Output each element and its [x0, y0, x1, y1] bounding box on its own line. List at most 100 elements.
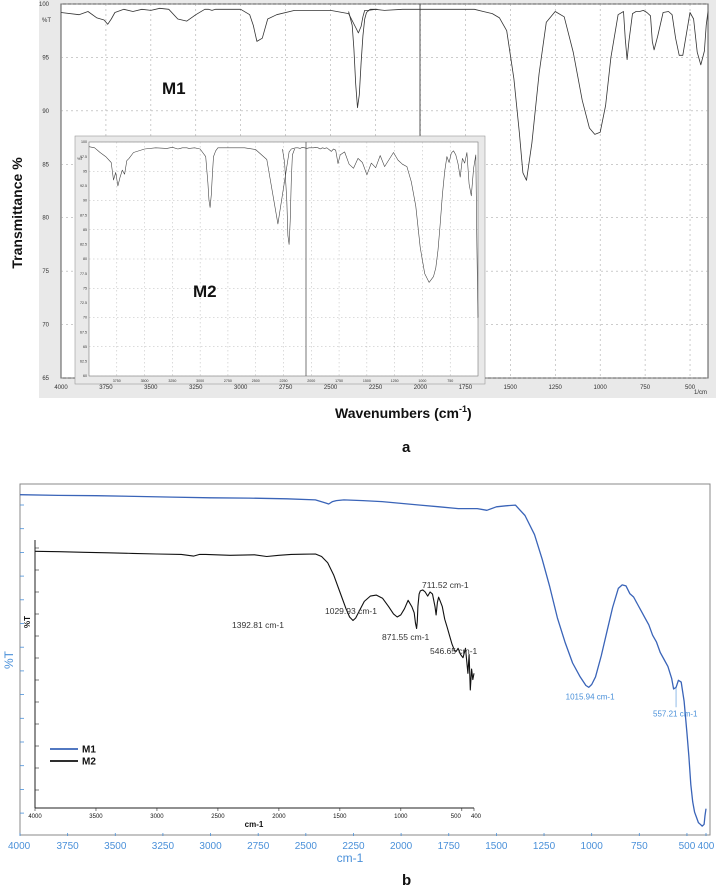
panel-a-series-0-line — [60, 7, 709, 181]
panel-b-x-tick-label: 4000 — [8, 841, 31, 852]
panel-b-peak-label: 1015.94 cm-1 — [566, 692, 615, 701]
panel-a-inset-y-tick-label: 77.5 — [80, 272, 87, 276]
panel-b-x-tick-label: 3250 — [152, 841, 175, 852]
panel-b-peak-label: 557.21 cm-1 — [653, 709, 698, 718]
panel-a-x-tick-label: 4000 — [54, 385, 68, 391]
panel-a-x-tick-label: 500 — [685, 385, 696, 391]
panel-a-inset-x-tick-label: 2500 — [252, 379, 260, 383]
panel-a-inset-y-tick-label: 82.5 — [80, 243, 87, 247]
panel-a-unit-label: %T — [42, 18, 51, 24]
panel-b-x-tick-label: 2000 — [390, 841, 413, 852]
panel-b-x-tick-label: 400 — [698, 841, 715, 852]
panel-b-inset-x-tick-label: 2000 — [272, 814, 286, 820]
panel-b-x-tick-label: 500 — [679, 841, 696, 852]
panel-a-x-tick-label: 2000 — [414, 385, 428, 391]
panel-b-inset-x-tick-label: 4000 — [28, 814, 42, 820]
panel-a-inset-y-tick-label: 70 — [83, 316, 87, 320]
panel-b-inset-x-tick-label: 500 — [451, 814, 462, 820]
panel-a-inset-x-tick-label: 3500 — [141, 379, 149, 383]
panel-b-inset-peak-label: 546.65 cm-1 — [430, 646, 478, 656]
panel-b-inset-y-axis-label: %T — [23, 616, 32, 628]
panel-b-inset-peak-label: 871.55 cm-1 — [382, 632, 430, 642]
panel-a-annotation-m1: M1 — [162, 79, 186, 98]
panel-a-y-tick-label: 90 — [42, 109, 49, 115]
panel-a-x-unit: 1/cm — [694, 390, 707, 396]
panel-b-inset-series-m2-line — [34, 550, 475, 691]
panel-b-x-tick-label: 3000 — [199, 841, 222, 852]
panel-b-inset: 4000 3500 3000 2500 2000 1500 1000 500 400 1392.… — [23, 540, 482, 829]
panel-b-x-tick-label: 750 — [631, 841, 648, 852]
panel-b-inset-series-group — [34, 550, 475, 691]
panel-a-inset-y-tick-label: 97.5 — [80, 155, 87, 159]
panel-b-x-tick-label: 1750 — [438, 841, 461, 852]
panel-a-x-axis-label-end: ) — [467, 405, 472, 421]
panel-a-y-tick-label: 75 — [42, 269, 49, 275]
panel-a-inset-y-tick-label: 62.5 — [80, 360, 87, 364]
panel-a-y-tick-label: 65 — [42, 376, 49, 382]
panel-b-inset-x-tick-label: 2500 — [211, 814, 225, 820]
panel-a-inset-grid — [89, 141, 478, 377]
panel-a-letter: a — [402, 439, 411, 456]
panel-b-inset-x-tick-label: 1500 — [333, 814, 347, 820]
panel-a-y-tick-label: 80 — [42, 216, 49, 222]
legend-label-m2: M2 — [82, 757, 96, 768]
panel-a-x-tick-label: 3750 — [99, 385, 113, 391]
panel-b-inset-x-tick-label: 3500 — [89, 814, 103, 820]
panel-b-inset-x-tick-label: 400 — [471, 814, 482, 820]
panel-b-x-tick-label: 2500 — [295, 841, 318, 852]
panel-a-inset-y-tick-label: 72.5 — [80, 301, 87, 305]
panel-a-x-tick-label: 1500 — [504, 385, 518, 391]
panel-a-inset-y-tick-label: 95 — [83, 169, 87, 173]
panel-a-x-tick-label: 2250 — [369, 385, 383, 391]
panel-a-y-tick-label: 70 — [42, 323, 49, 329]
panel-a-x-tick-label: 1000 — [593, 385, 607, 391]
panel-b-series-group — [19, 494, 707, 827]
panel-a-x-tick-label: 3250 — [189, 385, 203, 391]
panel-a-inset-x-tick-label: 3250 — [168, 379, 176, 383]
panel-b-x-axis-label: cm-1 — [337, 851, 364, 865]
panel-b-plot-frame — [19, 483, 711, 836]
panel-a-inset-series-group — [88, 146, 479, 318]
panel-b-x-tick-label: 3500 — [104, 841, 127, 852]
panel-a-y-axis-label: Transmittance % — [9, 157, 25, 269]
panel-a-series-group — [60, 7, 709, 181]
panel-a-inset-y-tick-label: 85 — [83, 228, 87, 232]
panel-a-inset-x-tick-label: 750 — [447, 379, 453, 383]
panel-b-inset-peak-label: 711.52 cm-1 — [422, 580, 469, 590]
panel-b-x-tick-label: 1250 — [533, 841, 556, 852]
panel-a-inset: 3750 3500 3250 3000 2750 2500 2250 2000 1750 1500… — [74, 135, 486, 385]
panel-a-y-tick-label: 100 — [39, 2, 50, 8]
panel-b-inset-peak-labels: 1392.81 cm-1 1029.93 cm-1 871.55 cm-1 711.5… — [232, 580, 478, 656]
panel-a-y-tick-label: 85 — [42, 162, 49, 168]
panel-b-x-tick-label: 1500 — [485, 841, 508, 852]
panel-a-inset-x-tick-label: 3000 — [196, 379, 204, 383]
panel-b-letter: b — [402, 872, 411, 888]
panel-b-x-tick-label: 3750 — [57, 841, 80, 852]
panel-a-inset-x-tick-label: 2250 — [280, 379, 288, 383]
panel-a: 4000 3750 3500 3250 3000 2750 2500 2250 2000 1750… — [9, 0, 716, 456]
panel-a-series-1-line — [348, 8, 378, 109]
panel-a-x-axis-label-sup: -1 — [459, 404, 467, 414]
panel-a-inset-series-1-line — [282, 148, 295, 245]
panel-a-inset-x-tick-label: 2000 — [307, 379, 315, 383]
panel-b-inset-x-tick-label: 1000 — [394, 814, 408, 820]
panel-b-inset-peak-label: 1392.81 cm-1 — [232, 620, 284, 630]
legend-label-m1: M1 — [82, 745, 96, 756]
panel-a-inset-series-0-line — [88, 146, 479, 318]
panel-a-inset-x-tick-label: 2750 — [224, 379, 232, 383]
panel-a-x-tick-label: 2500 — [324, 385, 338, 391]
panel-b: 4000 3750 3500 3250 3000 2750 2500 2250 2000 1750… — [2, 483, 715, 888]
panel-a-inset-unit-label: %T — [77, 156, 84, 161]
panel-b-x-tick-label: 1000 — [581, 841, 604, 852]
panel-b-inset-x-tick-label: 3000 — [150, 814, 164, 820]
panel-a-inset-y-tick-label: 67.5 — [80, 330, 87, 334]
panel-a-x-axis-label: Wavenumbers (cm-1) — [335, 404, 472, 421]
panel-a-inset-tick-labels: 3750 3500 3250 3000 2750 2500 2250 2000 1750 1500… — [80, 140, 453, 383]
panel-b-x-tick-label: 2750 — [247, 841, 270, 852]
panel-a-x-tick-label: 3500 — [144, 385, 158, 391]
panel-a-inset-x-tick-label: 1750 — [335, 379, 343, 383]
panel-b-inset-x-axis-label: cm-1 — [245, 820, 264, 829]
panel-a-x-axis-label-text: Wavenumbers (cm — [335, 405, 459, 421]
panel-b-inset-tick-labels: 4000 3500 3000 2500 2000 1500 1000 500 400 — [28, 547, 482, 820]
